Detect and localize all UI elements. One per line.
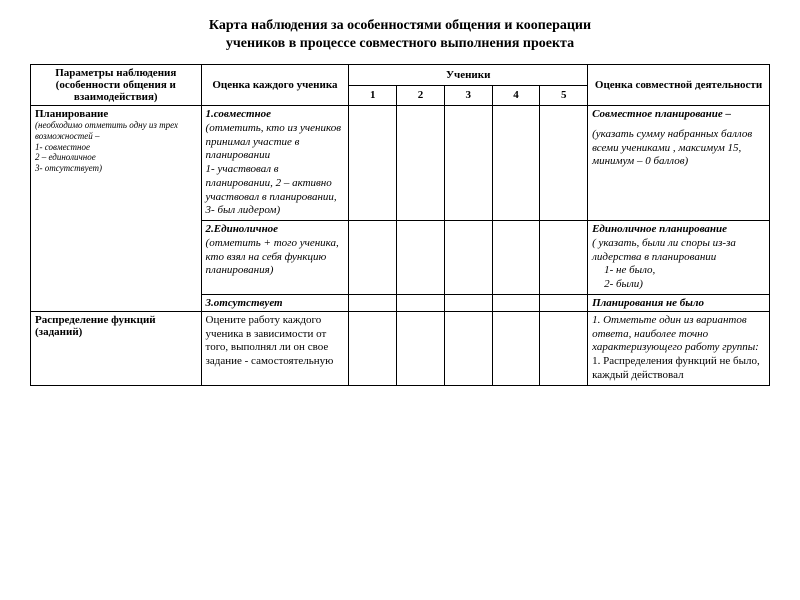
planning-label: Планирование	[35, 108, 197, 120]
joint2-b: 2- были)	[592, 278, 765, 292]
assess1-bold: 1.совместное	[206, 108, 271, 120]
cell-empty	[492, 106, 540, 221]
cell-empty	[349, 221, 397, 295]
assess2-bold: 2.Единоличное	[206, 223, 279, 235]
distrib-assess-text: Оцените работу каждого ученика в зависим…	[206, 314, 345, 369]
header-params: Параметры наблюдения (особенности общени…	[31, 65, 202, 106]
planning-opt1: 1- совместное	[35, 142, 197, 153]
cell-distrib-params: Распределение функций (заданий)	[31, 311, 202, 385]
cell-empty	[444, 311, 492, 385]
observation-table: Параметры наблюдения (особенности общени…	[30, 64, 770, 386]
header-col-1: 1	[349, 85, 397, 106]
joint1-rest: (указать сумму набранных баллов всеми уч…	[592, 128, 765, 169]
cell-assess-3: 3.отсутствует	[201, 294, 349, 311]
joint2-bold: Единоличное планирование	[592, 223, 765, 237]
cell-empty	[540, 311, 588, 385]
cell-empty	[349, 294, 397, 311]
assess3-bold: 3.отсутствует	[206, 297, 283, 309]
page-title-line1: Карта наблюдения за особенностями общени…	[30, 18, 770, 34]
planning-note: (необходимо отметить одну из трех возмож…	[35, 120, 197, 142]
cell-empty	[492, 221, 540, 295]
joint1-bold: Совместное планирование –	[592, 108, 765, 122]
cell-empty	[397, 294, 445, 311]
assess2-rest: (отметить + того ученика, кто взял на се…	[206, 237, 345, 278]
cell-empty	[540, 294, 588, 311]
cell-empty	[540, 221, 588, 295]
cell-distrib-joint: 1. Отметьте один из вариантов ответа, на…	[588, 311, 770, 385]
distrib-label: Распределение функций (заданий)	[35, 314, 197, 338]
cell-distrib-assess: Оцените работу каждого ученика в зависим…	[201, 311, 349, 385]
cell-joint-3: Планирования не было	[588, 294, 770, 311]
assess1-rest: (отметить, кто из учеников принимал учас…	[206, 122, 345, 163]
table-row: Планирование (необходимо отметить одну и…	[31, 106, 770, 221]
assess1-rest2: 1- участвовал в планировании, 2 – активн…	[206, 163, 345, 218]
joint3-bold: Планирования не было	[592, 297, 704, 309]
cell-empty	[397, 311, 445, 385]
cell-empty	[540, 106, 588, 221]
page-title-line2: учеников в процессе совместного выполнен…	[30, 36, 770, 52]
header-col-3: 3	[444, 85, 492, 106]
cell-empty	[492, 311, 540, 385]
planning-opt2: 2 – единоличное	[35, 152, 197, 163]
cell-planning-params: Планирование (необходимо отметить одну и…	[31, 106, 202, 312]
cell-joint-2: Единоличное планирование ( указать, были…	[588, 221, 770, 295]
cell-empty	[349, 106, 397, 221]
header-col-2: 2	[397, 85, 445, 106]
header-col-4: 4	[492, 85, 540, 106]
joint2-rest: ( указать, были ли споры из-за лидерства…	[592, 237, 765, 265]
header-students: Ученики	[349, 65, 588, 86]
cell-empty	[444, 221, 492, 295]
cell-empty	[349, 311, 397, 385]
cell-empty	[444, 294, 492, 311]
distrib-joint-2: 1. Распределения функций не было, каждый…	[592, 355, 765, 383]
header-col-5: 5	[540, 85, 588, 106]
header-assess-each: Оценка каждого ученика	[201, 65, 349, 106]
distrib-joint-1: 1. Отметьте один из вариантов ответа, на…	[592, 314, 765, 355]
cell-empty	[492, 294, 540, 311]
cell-assess-2: 2.Единоличное (отметить + того ученика, …	[201, 221, 349, 295]
cell-empty	[397, 221, 445, 295]
cell-assess-1: 1.совместное (отметить, кто из учеников …	[201, 106, 349, 221]
header-assess-joint: Оценка совместной деятельности	[588, 65, 770, 106]
planning-opt3: 3- отсутствует)	[35, 163, 197, 174]
cell-empty	[397, 106, 445, 221]
joint2-a: 1- не было,	[592, 264, 765, 278]
cell-empty	[444, 106, 492, 221]
cell-joint-1: Совместное планирование – (указать сумму…	[588, 106, 770, 221]
table-row: Распределение функций (заданий) Оцените …	[31, 311, 770, 385]
